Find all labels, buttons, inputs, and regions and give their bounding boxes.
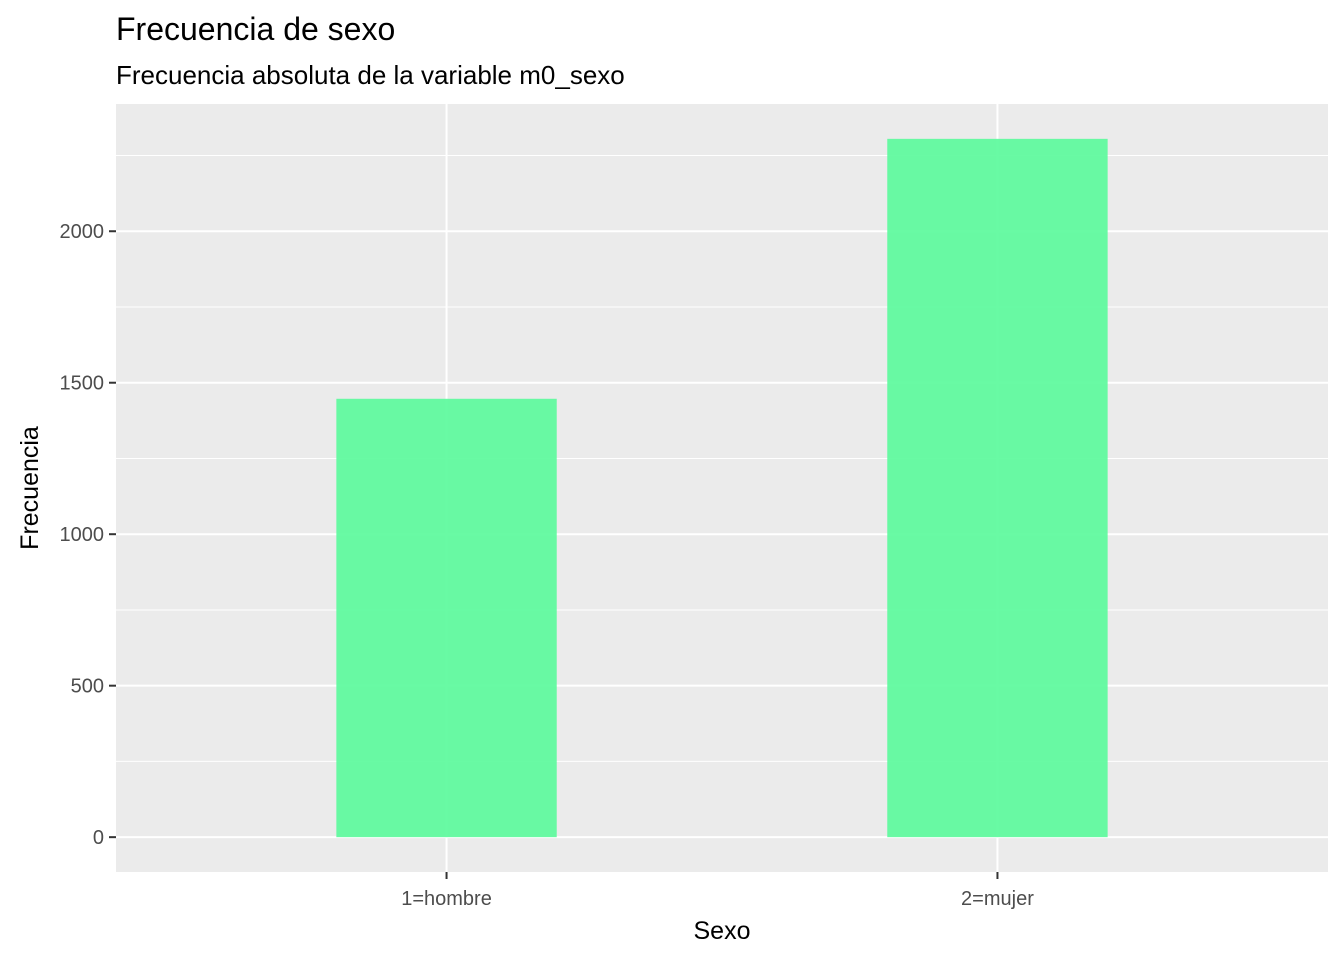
bar-1 — [336, 398, 557, 838]
chart-title: Frecuencia de sexo — [116, 11, 396, 47]
bars — [336, 138, 1108, 838]
y-tick-label: 2000 — [60, 221, 105, 243]
plot-panel — [116, 104, 1328, 872]
x-axis-title: Sexo — [694, 917, 751, 945]
x-tick-label: 1=hombre — [401, 888, 492, 910]
bar-2 — [887, 138, 1108, 838]
y-tick-label: 500 — [71, 676, 104, 698]
chart-subtitle: Frecuencia absoluta de la variable m0_se… — [116, 60, 625, 90]
y-axis-title: Frecuencia — [16, 426, 44, 550]
minor-gridlines — [116, 155, 1328, 762]
y-tick-label: 1000 — [60, 524, 105, 546]
x-tick-label: 2=mujer — [961, 888, 1034, 910]
y-axis: 0 500 1000 1500 2000 — [60, 221, 116, 849]
x-axis: 1=hombre 2=mujer — [401, 872, 1034, 910]
y-tick-label: 1500 — [60, 373, 105, 395]
y-tick-label: 0 — [93, 827, 104, 849]
